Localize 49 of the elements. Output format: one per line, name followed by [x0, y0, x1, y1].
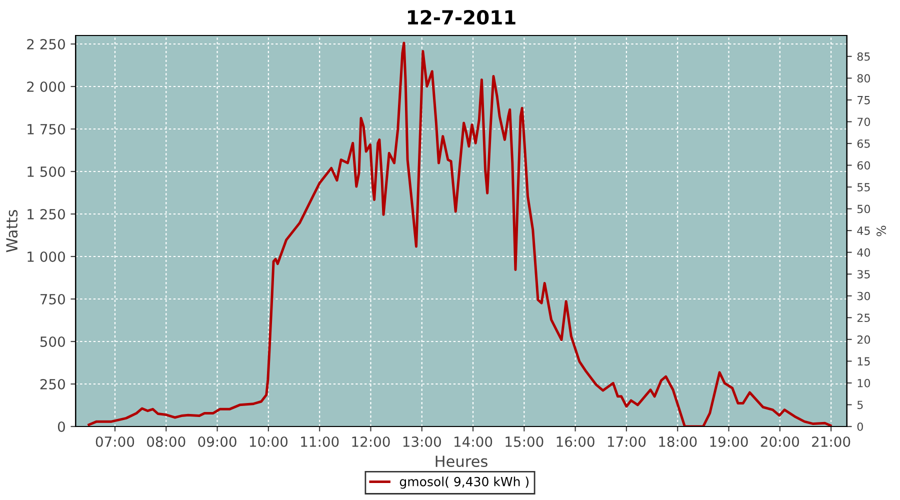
y2-tick-label: 70: [858, 118, 870, 126]
y-tick-label: 1 500: [28, 166, 65, 177]
y2-axis-title: %: [876, 226, 886, 236]
x-tick-label: 10:00: [250, 436, 288, 447]
y2-tick-label: 80: [857, 74, 870, 83]
y2-tick-label: 0: [857, 422, 863, 431]
y-tick-label: 250: [40, 378, 65, 390]
chart-title: 12-7-2011: [408, 10, 516, 25]
y-tick-label: 0: [58, 421, 65, 432]
x-tick-label: 17:00: [608, 436, 646, 447]
y-tick-label: 2 000: [27, 81, 65, 92]
y2-tick-label: 45: [857, 226, 870, 235]
line-series: [88, 42, 832, 426]
x-axis-title: Heures: [436, 456, 488, 468]
y-tick-label: 2 250: [27, 38, 65, 50]
x-tick-label: 18:00: [659, 436, 697, 447]
y2-tick-label: 25: [857, 314, 870, 322]
x-tick-label: 14:00: [454, 436, 492, 447]
y2-tick-label: 10: [858, 378, 870, 388]
x-tick-label: 20:00: [760, 436, 799, 447]
y-tick-label: 500: [40, 336, 65, 347]
y-tick-label: 750: [40, 294, 65, 304]
x-tick-label: 09:00: [198, 436, 236, 447]
y2-tick-label: 75: [858, 96, 870, 104]
x-tick-label: 12:00: [352, 436, 390, 447]
y2-tick-label: 30: [857, 292, 870, 300]
x-tick-label: 19:00: [710, 436, 748, 447]
y2-tick-label: 35: [857, 270, 870, 278]
x-tick-label: 07:00: [96, 436, 134, 447]
y2-tick-label: 50: [857, 204, 870, 214]
legend-label: gmosol( 9,430 kWh ): [400, 476, 528, 489]
x-tick-label: 08:00: [147, 436, 186, 447]
y-tick-label: 1 250: [28, 208, 65, 220]
y2-tick-label: 60: [857, 161, 870, 170]
y2-tick-label: 65: [857, 139, 870, 148]
y-tick-label: 1 000: [28, 251, 65, 262]
y2-tick-label: 20: [857, 335, 870, 344]
y-axis-title: Watts: [6, 210, 18, 252]
x-tick-label: 11:00: [301, 436, 339, 447]
x-tick-label: 15:00: [506, 436, 544, 447]
y2-tick-label: 55: [857, 183, 870, 192]
y2-tick-label: 15: [858, 357, 870, 366]
x-tick-label: 16:00: [556, 436, 594, 447]
y2-tick-label: 5: [857, 400, 863, 410]
x-tick-label: 13:00: [403, 436, 441, 447]
x-tick-label: 21:00: [812, 436, 850, 447]
y2-tick-label: 85: [857, 52, 870, 61]
y2-tick-label: 40: [857, 248, 870, 257]
y-tick-label: 1 750: [28, 124, 65, 134]
